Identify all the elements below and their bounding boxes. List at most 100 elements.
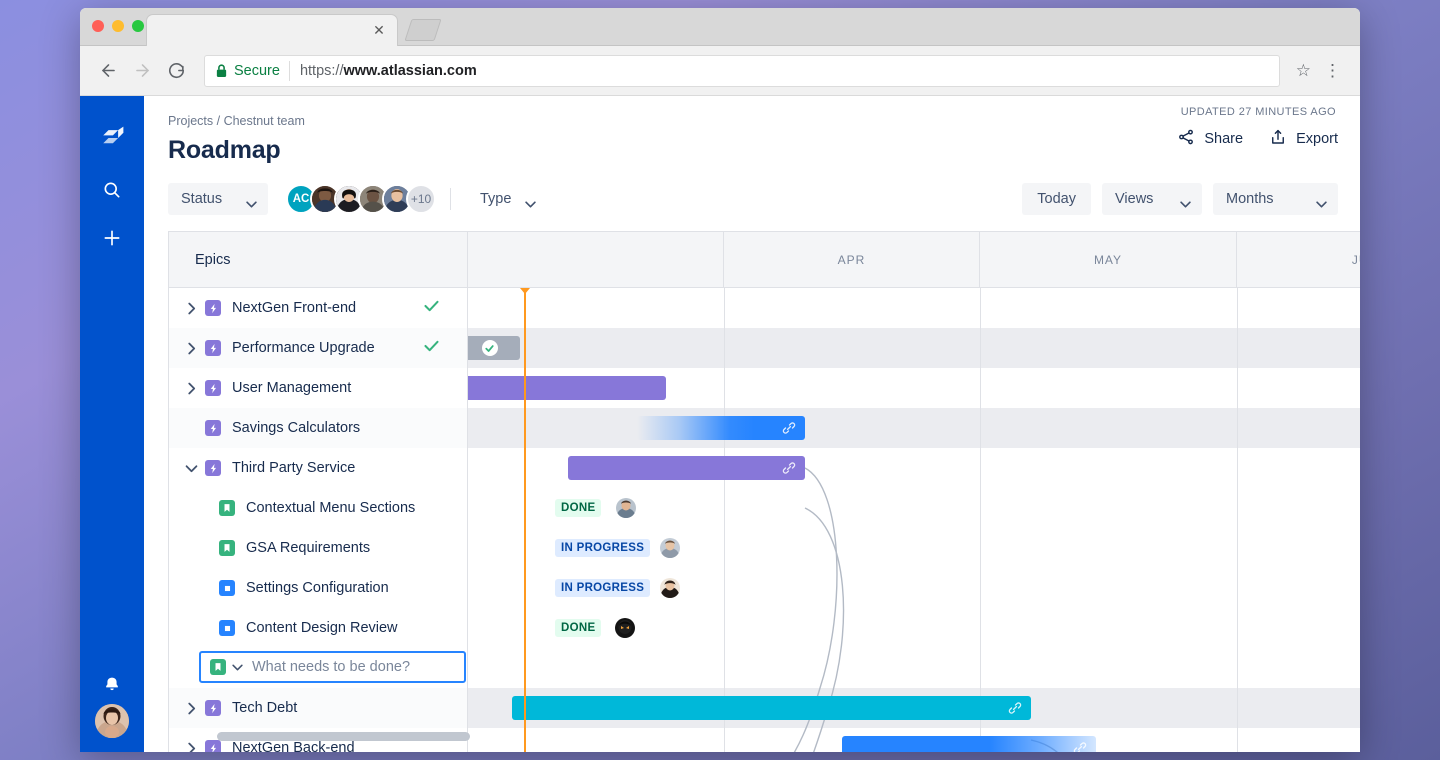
issue-row[interactable]: Content Design Review [169,608,467,648]
expand-icon[interactable] [179,696,203,720]
month-header-cell: MAY [980,232,1237,287]
expand-icon[interactable] [179,376,203,400]
browser-tab[interactable]: ✕ [146,14,398,46]
avatar[interactable] [334,184,364,214]
assignee-avatar[interactable] [615,618,635,638]
new-tab-button[interactable] [404,19,442,41]
help-icon[interactable]: ? [96,748,128,752]
expand-icon[interactable] [179,296,203,320]
assignee-avatar[interactable] [616,498,636,518]
month-label: APR [837,252,866,267]
epic-row[interactable]: NextGen Back-end [169,728,467,752]
epic-row[interactable]: Tech Debt [169,688,467,728]
dependency-link-icon[interactable] [1008,701,1022,715]
search-icon[interactable] [96,174,128,206]
timeline-bar[interactable] [568,456,805,480]
status-filter-dropdown[interactable]: Status [168,183,268,215]
timeline-row [468,328,1360,368]
maximize-window-button[interactable] [132,20,144,32]
row-label: GSA Requirements [246,540,371,556]
avatar[interactable] [358,184,388,214]
epic-row[interactable]: Third Party Service [169,448,467,488]
url-divider [288,60,290,81]
completed-check-icon [424,300,439,317]
timeline-bar[interactable] [512,696,1031,720]
story-type-icon [219,500,235,516]
task-type-icon [219,620,235,636]
timeline-row [468,288,1360,328]
story-type-icon[interactable] [210,659,226,675]
timeline-bar[interactable] [637,416,805,440]
status-badge[interactable]: IN PROGRESS [555,539,651,557]
timeline-row [468,608,1360,648]
secure-label: Secure [234,62,280,79]
url-field[interactable]: Secure https://www.atlassian.com [204,54,1280,87]
breadcrumb[interactable]: Projects / Chestnut team [168,114,305,128]
horizontal-scrollbar[interactable] [217,732,470,741]
epic-row[interactable]: Savings Calculators [169,408,467,448]
minimize-window-button[interactable] [112,20,124,32]
row-label: Contextual Menu Sections [246,500,416,516]
epic-type-icon [205,380,221,396]
row-label: Savings Calculators [232,420,361,436]
timeline-month-header: APR MAY JUN [468,232,1360,288]
chevron-down-icon[interactable] [232,664,243,671]
collapse-icon[interactable] [179,456,203,480]
timeline-bar[interactable] [468,376,666,400]
month-label: MAY [1093,252,1123,267]
timeline-body: DONE IN PROGRESS IN PROGRESS DONE [468,288,1360,752]
dependency-link-icon[interactable] [782,421,796,435]
status-badge[interactable]: DONE [555,619,602,637]
export-label: Export [1296,131,1338,147]
assignee-avatar[interactable] [660,538,680,558]
epic-row[interactable]: NextGen Front-end [169,288,467,328]
issue-row[interactable]: Settings Configuration [169,568,467,608]
row-label: NextGen Back-end [232,740,355,752]
browser-address-bar: Secure https://www.atlassian.com ☆ ⋮ [80,46,1360,96]
notifications-bell-icon[interactable] [96,668,128,700]
row-label: Performance Upgrade [232,340,375,356]
bookmark-star-icon[interactable]: ☆ [1295,60,1311,80]
row-label: Third Party Service [232,460,356,476]
row-label: Tech Debt [232,700,298,716]
status-badge[interactable]: DONE [555,499,602,517]
browser-menu-icon[interactable]: ⋮ [1324,60,1341,80]
timeline-bar[interactable] [842,736,1096,752]
dependency-link-icon[interactable] [1073,741,1087,752]
views-dropdown[interactable]: Views [1102,183,1202,215]
create-plus-icon[interactable] [96,222,128,254]
share-button[interactable]: Share [1177,128,1243,150]
month-gridline [1237,288,1238,752]
close-window-button[interactable] [92,20,104,32]
type-filter-dropdown[interactable]: Type [467,183,547,215]
assignee-avatar[interactable] [660,578,680,598]
reload-icon[interactable] [162,57,190,85]
epic-row[interactable]: User Management [169,368,467,408]
status-filter-label: Status [181,191,223,207]
back-arrow-icon[interactable] [94,57,122,85]
epic-row[interactable]: Performance Upgrade [169,328,467,368]
avatar-overflow-count[interactable]: +10 [406,184,436,214]
timescale-dropdown[interactable]: Months [1213,183,1338,215]
status-badge[interactable]: IN PROGRESS [555,579,651,597]
user-avatar[interactable] [95,704,129,738]
jira-logo-icon[interactable] [98,124,126,152]
timeline-row [468,648,1360,688]
timeline-bar[interactable] [468,336,520,360]
issue-row[interactable]: Contextual Menu Sections [169,488,467,528]
today-marker-arrow [520,288,530,294]
epics-column-header: Epics [169,232,467,288]
lock-icon [215,63,228,78]
inline-create-field[interactable] [199,651,466,683]
issue-row[interactable]: GSA Requirements [169,528,467,568]
export-button[interactable]: Export [1269,128,1338,150]
tab-close-icon[interactable]: ✕ [373,22,385,38]
expand-icon[interactable] [179,736,203,752]
inline-create-input[interactable] [249,659,464,675]
timeline-row [468,408,1360,448]
expand-icon[interactable] [179,336,203,360]
dependency-link-icon[interactable] [782,461,796,475]
row-label: User Management [232,380,352,396]
today-button[interactable]: Today [1022,183,1091,215]
avatar[interactable] [382,184,412,214]
